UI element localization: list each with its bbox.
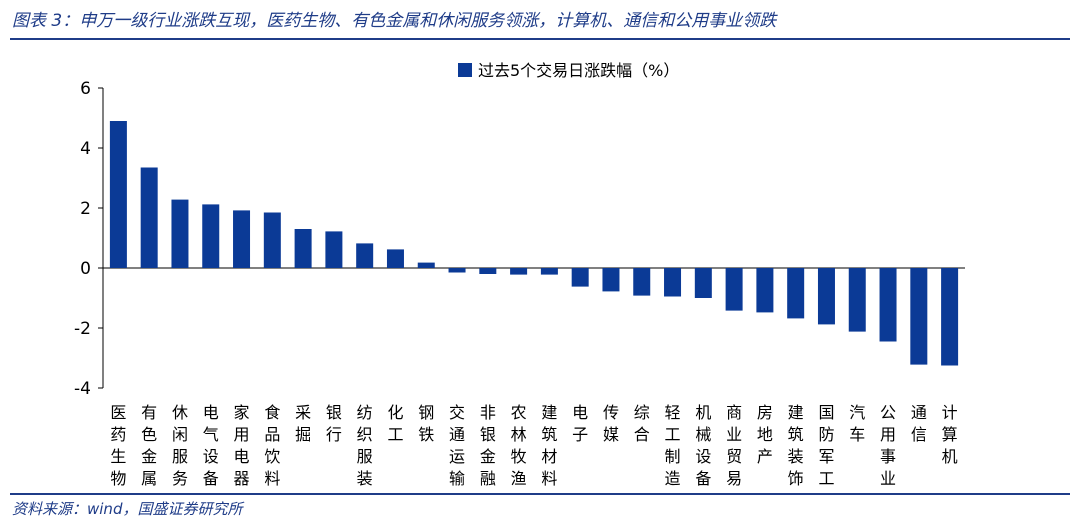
category-label: 传媒 (603, 403, 619, 444)
bar (571, 268, 589, 287)
category-label: 综合 (634, 403, 650, 444)
category-label: 纺织服装 (357, 403, 373, 488)
category-label: 交通运输 (449, 403, 465, 488)
bar (386, 249, 404, 268)
bar (171, 199, 189, 268)
category-label: 食品饮料 (264, 403, 280, 488)
category-labels: 医药生物有色金属休闲服务电气设备家用电器食品饮料采掘银行纺织服装化工钢铁交通运输… (110, 403, 957, 488)
category-label: 轻工制造 (665, 403, 681, 488)
category-label: 通信 (911, 403, 927, 444)
bar (817, 268, 835, 325)
y-tick-label: 2 (80, 199, 91, 219)
category-label: 机械设备 (695, 403, 711, 488)
bar (540, 268, 558, 275)
title-rule (10, 38, 1070, 40)
bar (479, 268, 497, 274)
y-tick-label: 0 (80, 259, 91, 279)
bar (510, 268, 528, 275)
y-tick-label: 6 (80, 79, 91, 99)
bar (941, 268, 959, 366)
category-label: 家用电器 (234, 403, 250, 488)
bar (879, 268, 897, 342)
category-label: 建筑装饰 (788, 403, 804, 488)
category-label: 医药生物 (110, 403, 126, 488)
source-rule (10, 493, 1070, 495)
source-note: 资料来源：wind，国盛证券研究所 (12, 500, 243, 518)
category-label: 汽车 (849, 403, 865, 444)
legend-swatch (458, 63, 472, 77)
bar (602, 268, 620, 292)
category-label: 银行 (326, 403, 342, 444)
bar (202, 204, 220, 268)
bar (633, 268, 651, 296)
category-label: 非银金融 (480, 403, 496, 488)
bar (294, 229, 312, 268)
category-label: 电子 (572, 403, 588, 444)
bar (356, 243, 374, 268)
bar (848, 268, 866, 332)
bar (417, 262, 435, 268)
bar (263, 212, 281, 268)
y-tick-label: -2 (74, 319, 91, 339)
bar (725, 268, 743, 311)
category-label: 化工 (387, 403, 403, 444)
category-label: 房地产 (757, 403, 773, 466)
y-tick-label: -4 (74, 379, 91, 399)
bar (756, 268, 774, 313)
legend-label: 过去5个交易日涨跌幅（%） (478, 61, 679, 80)
category-label: 国防军工 (818, 403, 834, 488)
category-label: 建筑材料 (541, 403, 557, 488)
bar (448, 268, 466, 273)
category-label: 公用事业 (880, 403, 896, 488)
bar (664, 268, 682, 297)
category-label: 钢铁 (418, 403, 434, 444)
bar (694, 268, 712, 298)
category-label: 农林牧渔 (511, 403, 527, 488)
figure-title: 图表 3：申万一级行业涨跌互现，医药生物、有色金属和休闲服务领涨，计算机、通信和… (12, 11, 777, 31)
y-tick-label: 4 (80, 139, 91, 159)
category-label: 有色金属 (141, 403, 157, 488)
legend: 过去5个交易日涨跌幅（%） (458, 61, 679, 80)
bar (787, 268, 805, 319)
category-label: 电气设备 (203, 403, 219, 488)
category-label: 采掘 (295, 403, 311, 444)
bar (233, 210, 251, 268)
bar (325, 231, 343, 268)
bars (109, 121, 959, 366)
bar (140, 167, 158, 268)
category-label: 计算机 (942, 403, 958, 466)
bar (910, 268, 928, 365)
bar (109, 121, 127, 268)
category-label: 休闲服务 (172, 403, 188, 488)
category-label: 商业贸易 (726, 403, 742, 488)
